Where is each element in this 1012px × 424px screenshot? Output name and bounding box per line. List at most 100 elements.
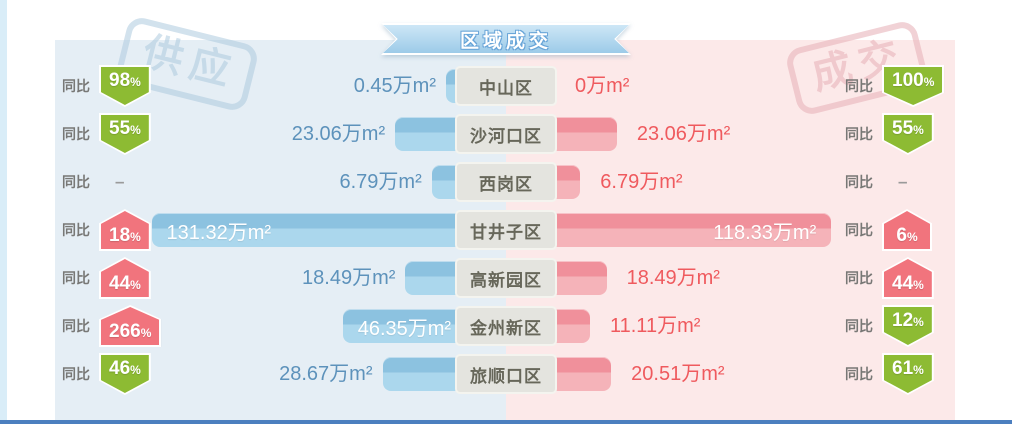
yoy-badge: 98% — [99, 65, 151, 107]
supply-value-inside: 46.35万m² — [357, 317, 452, 340]
deal-value: 0万m² — [575, 75, 630, 97]
yoy-label: 同比 — [845, 270, 873, 286]
yoy-dash: – — [898, 172, 908, 191]
deal-bar — [555, 165, 581, 199]
yoy-badge-value: 12% — [884, 307, 932, 345]
yoy-right: 同比 6% — [845, 209, 932, 251]
yoy-right: 同比 100% — [845, 65, 945, 107]
yoy-badge: 100% — [882, 65, 945, 107]
deal-value: 6.79万m² — [600, 171, 683, 193]
yoy-badge-value: 46% — [101, 355, 149, 393]
yoy-right: 同比 55% — [845, 113, 934, 155]
district-row: 同比 – 6.79万m² 西岗区 6.79万m² 同比 – — [0, 162, 1012, 202]
district-row: 同比 98% 0.45万m² 中山区 0万m² 同比 100% — [0, 65, 1012, 107]
yoy-label: 同比 — [62, 318, 90, 334]
yoy-left: 同比 266% — [62, 305, 162, 347]
yoy-label: 同比 — [845, 222, 873, 238]
deal-bar — [555, 357, 612, 391]
district-label: 西岗区 — [455, 162, 557, 202]
supply-bar: 131.32万m² — [151, 213, 457, 247]
yoy-badge-value: 6% — [884, 211, 930, 249]
district-label: 甘井子区 — [455, 210, 557, 250]
yoy-label: 同比 — [62, 366, 90, 382]
yoy-left: 同比 18% — [62, 209, 151, 251]
supply-value-inside: 131.32万m² — [166, 221, 272, 244]
yoy-label: 同比 — [845, 78, 873, 94]
yoy-badge: 44% — [99, 257, 151, 299]
supply-value: 28.67万m² — [279, 363, 373, 385]
supply-bar — [446, 69, 457, 103]
yoy-badge: 55% — [882, 113, 934, 155]
yoy-left: 同比 44% — [62, 257, 151, 299]
yoy-label: 同比 — [62, 222, 90, 238]
supply-value: 23.06万m² — [291, 123, 386, 145]
supply-bar — [395, 117, 457, 151]
yoy-badge: 55% — [99, 113, 151, 155]
yoy-badge-value: 44% — [101, 259, 149, 297]
supply-bar: 46.35万m² — [342, 309, 457, 343]
deal-bar: 118.33万m² — [555, 213, 832, 247]
district-label: 金州新区 — [455, 306, 557, 346]
yoy-label: 同比 — [62, 126, 90, 142]
district-row: 同比 46% 28.67万m² 旅顺口区 20.51万m² 同比 61% — [0, 353, 1012, 395]
yoy-label: 同比 — [845, 174, 873, 190]
district-label: 高新园区 — [455, 258, 557, 298]
yoy-left: 同比 98% — [62, 65, 151, 107]
yoy-right: 同比 – — [845, 162, 907, 202]
supply-value: 18.49万m² — [302, 267, 396, 289]
yoy-badge-value: 61% — [884, 355, 932, 393]
yoy-label: 同比 — [62, 270, 90, 286]
yoy-right: 同比 44% — [845, 257, 934, 299]
yoy-label: 同比 — [62, 78, 90, 94]
district-row: 同比 44% 18.49万m² 高新园区 18.49万m² 同比 44% — [0, 257, 1012, 299]
yoy-badge-value: 44% — [884, 259, 932, 297]
yoy-badge: 46% — [99, 353, 151, 395]
deal-value: 11.11万m² — [609, 315, 701, 337]
yoy-dash: – — [115, 172, 125, 191]
yoy-right: 同比 12% — [845, 305, 934, 347]
yoy-badge-value: 266% — [101, 307, 160, 345]
yoy-badge-value: 18% — [101, 211, 149, 249]
yoy-right: 同比 61% — [845, 353, 934, 395]
deal-bar — [555, 117, 617, 151]
yoy-badge: 61% — [882, 353, 934, 395]
yoy-left: 同比 55% — [62, 113, 151, 155]
yoy-badge: 18% — [99, 209, 151, 251]
yoy-label: 同比 — [845, 318, 873, 334]
yoy-badge-value: 55% — [884, 115, 932, 153]
yoy-badge-value: 100% — [884, 67, 943, 105]
supply-bar — [382, 357, 457, 391]
district-label: 沙河口区 — [455, 114, 557, 154]
yoy-badge: 44% — [882, 257, 934, 299]
page-edge-strip — [0, 0, 7, 424]
district-row: 同比 266% 46.35万m² 金州新区 11.11万m² 同比 12% — [0, 305, 1012, 347]
yoy-badge-value: 55% — [101, 115, 149, 153]
deal-value: 20.51万m² — [631, 363, 725, 385]
yoy-badge: 12% — [882, 305, 934, 347]
district-row: 同比 55% 23.06万m² 沙河口区 23.06万m² 同比 55% — [0, 113, 1012, 155]
yoy-label: 同比 — [845, 366, 873, 382]
title-ribbon-banner: 区域成交 — [381, 23, 631, 55]
yoy-label: 同比 — [845, 126, 873, 142]
page-title: 区域成交 — [383, 25, 629, 53]
deal-bar — [555, 309, 590, 343]
bottom-border-line — [0, 420, 1012, 424]
yoy-badge: 266% — [99, 305, 162, 347]
yoy-badge: 6% — [882, 209, 932, 251]
district-label: 中山区 — [455, 66, 557, 106]
supply-bar — [405, 261, 457, 295]
yoy-label: 同比 — [62, 174, 90, 190]
yoy-left: 同比 46% — [62, 353, 151, 395]
supply-bar — [431, 165, 457, 199]
deal-value: 18.49万m² — [626, 267, 720, 289]
yoy-left: 同比 – — [62, 162, 124, 202]
yoy-badge-value: 98% — [101, 67, 149, 105]
district-row: 同比 18% 131.32万m² 甘井子区 118.33万m² 同比 6% — [0, 209, 1012, 251]
deal-value: 23.06万m² — [636, 123, 731, 145]
district-label: 旅顺口区 — [455, 354, 557, 394]
deal-bar — [555, 261, 607, 295]
deal-value-inside: 118.33万m² — [713, 221, 817, 244]
supply-value: 0.45万m² — [353, 75, 436, 97]
